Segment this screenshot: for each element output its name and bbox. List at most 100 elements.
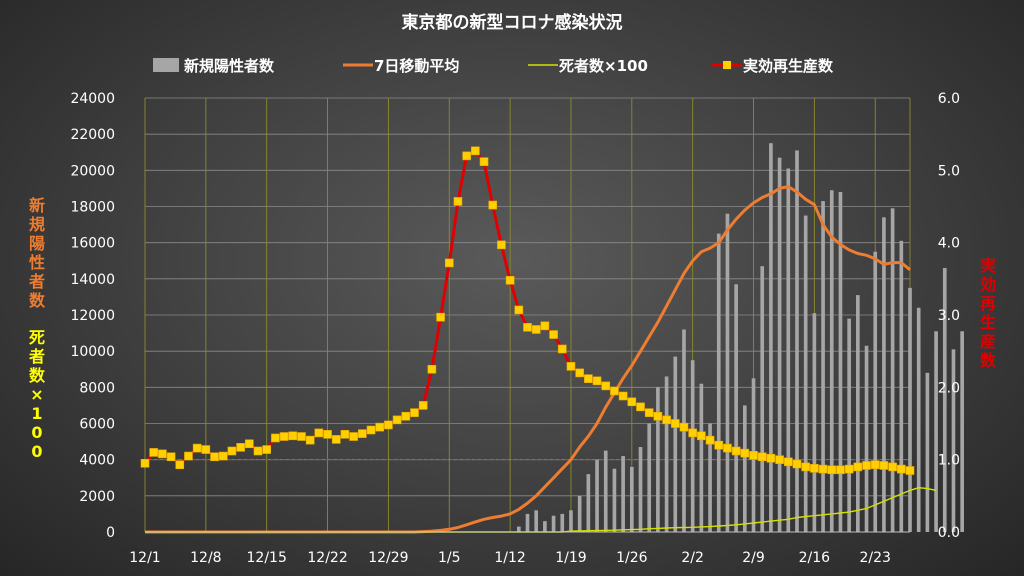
rt-marker bbox=[375, 422, 385, 432]
rt-marker bbox=[201, 445, 211, 454]
rt-marker bbox=[870, 460, 880, 470]
rt-marker bbox=[644, 408, 654, 417]
rt-marker bbox=[862, 461, 871, 470]
legend-item: 新規陽性者数 bbox=[153, 57, 275, 75]
axis-title-glyph: 産 bbox=[980, 332, 996, 351]
bar-new-cases bbox=[525, 513, 530, 532]
x-tick-label: 1/12 bbox=[494, 550, 525, 566]
rt-marker bbox=[297, 432, 306, 441]
y-right-tick-label: 6.0 bbox=[938, 91, 960, 107]
bar-new-cases bbox=[734, 284, 738, 532]
rt-marker bbox=[227, 446, 237, 456]
bars-layer bbox=[516, 143, 964, 533]
rt-marker bbox=[749, 451, 758, 460]
x-tick-label: 2/23 bbox=[860, 550, 891, 566]
rt-marker bbox=[618, 391, 628, 401]
y-left-tick-label: 8000 bbox=[79, 380, 115, 396]
axis-title-glyph: 規 bbox=[29, 215, 45, 234]
rt-marker bbox=[601, 381, 611, 391]
bar-new-cases bbox=[960, 331, 964, 532]
bar-new-cases bbox=[638, 447, 643, 532]
rt-marker bbox=[853, 462, 863, 472]
rt-marker bbox=[184, 451, 193, 461]
rt-marker bbox=[471, 146, 480, 156]
bar-new-cases bbox=[551, 515, 556, 532]
y-right-tick-label: 3.0 bbox=[938, 308, 960, 324]
rt-marker bbox=[540, 321, 550, 331]
rt-marker bbox=[340, 430, 350, 439]
axis-title-glyph: 数 bbox=[29, 291, 46, 310]
rt-marker bbox=[879, 461, 889, 470]
series-line bbox=[145, 487, 937, 533]
bar-new-cases bbox=[716, 233, 721, 532]
rt-marker bbox=[662, 415, 671, 425]
rt-marker bbox=[801, 462, 810, 472]
x-tick-label: 1/26 bbox=[616, 550, 648, 566]
rt-marker bbox=[210, 452, 219, 462]
axis-title-glyph: 1 bbox=[31, 404, 42, 423]
rt-marker bbox=[392, 415, 402, 425]
y-right-tick-label: 0.0 bbox=[938, 525, 960, 541]
legend-label: 新規陽性者数 bbox=[184, 57, 275, 75]
bar-new-cases bbox=[856, 295, 860, 532]
bar-new-cases bbox=[656, 387, 660, 532]
bar-new-cases bbox=[760, 266, 765, 532]
rt-marker bbox=[610, 386, 619, 396]
bar-new-cases bbox=[821, 201, 825, 532]
x-tick-label: 2/9 bbox=[742, 550, 765, 566]
bar-new-cases bbox=[516, 526, 521, 532]
y-right-tick-label: 2.0 bbox=[938, 380, 960, 396]
bar-new-cases bbox=[942, 267, 947, 532]
rt-marker bbox=[792, 459, 802, 469]
rt-marker bbox=[245, 439, 254, 449]
rt-marker bbox=[453, 197, 463, 206]
x-tick-label: 2/2 bbox=[681, 550, 704, 566]
axis-title-glyph: 生 bbox=[980, 313, 996, 332]
rt-marker bbox=[236, 443, 245, 452]
y-left-tick-label: 22000 bbox=[70, 127, 115, 143]
axis-title-glyph: 0 bbox=[31, 442, 42, 461]
bar-new-cases bbox=[803, 215, 808, 532]
x-tick-label: 12/1 bbox=[129, 550, 160, 566]
y-right-tick-label: 5.0 bbox=[938, 163, 960, 179]
x-tick-label: 12/8 bbox=[190, 550, 221, 566]
axis-title-glyph: 数 bbox=[980, 351, 997, 370]
bar-new-cases bbox=[595, 459, 599, 532]
chart-title: 東京都の新型コロナ感染状況 bbox=[402, 12, 623, 33]
axis-title-glyph: 実 bbox=[980, 256, 996, 275]
rt-marker bbox=[766, 453, 776, 463]
rt-marker bbox=[897, 464, 906, 474]
rt-marker bbox=[723, 443, 732, 453]
bar-new-cases bbox=[916, 307, 921, 532]
rt-marker bbox=[827, 465, 837, 475]
x-tick-label: 1/5 bbox=[438, 550, 461, 566]
rt-marker bbox=[358, 429, 367, 438]
y-left-tick-label: 20000 bbox=[70, 163, 115, 179]
rt-marker bbox=[566, 362, 576, 371]
x-tick-label: 12/22 bbox=[307, 550, 347, 566]
axis-title-glyph: 再 bbox=[980, 294, 996, 313]
rt-marker bbox=[305, 435, 315, 445]
rt-marker bbox=[740, 448, 750, 458]
rt-marker bbox=[775, 455, 784, 464]
bar-new-cases bbox=[847, 318, 851, 532]
rt-marker bbox=[836, 465, 845, 475]
rt-marker bbox=[697, 431, 706, 441]
y-left-tick-label: 12000 bbox=[70, 308, 115, 324]
y-left-tick-label: 10000 bbox=[70, 344, 115, 360]
rt-marker bbox=[888, 462, 897, 472]
rt-marker bbox=[175, 460, 185, 470]
rt-marker bbox=[531, 325, 541, 334]
bar-new-cases bbox=[725, 213, 730, 532]
rt-marker bbox=[714, 440, 724, 450]
bar-new-cases bbox=[925, 372, 930, 532]
rt-marker bbox=[636, 402, 645, 412]
bar-new-cases bbox=[664, 376, 669, 532]
rt-marker bbox=[366, 425, 376, 435]
y-left-tick-label: 14000 bbox=[70, 272, 115, 288]
rt-marker bbox=[705, 435, 715, 445]
axis-title-glyph: 性 bbox=[29, 253, 45, 272]
rt-marker bbox=[436, 312, 445, 322]
x-tick-label: 1/19 bbox=[555, 550, 586, 566]
